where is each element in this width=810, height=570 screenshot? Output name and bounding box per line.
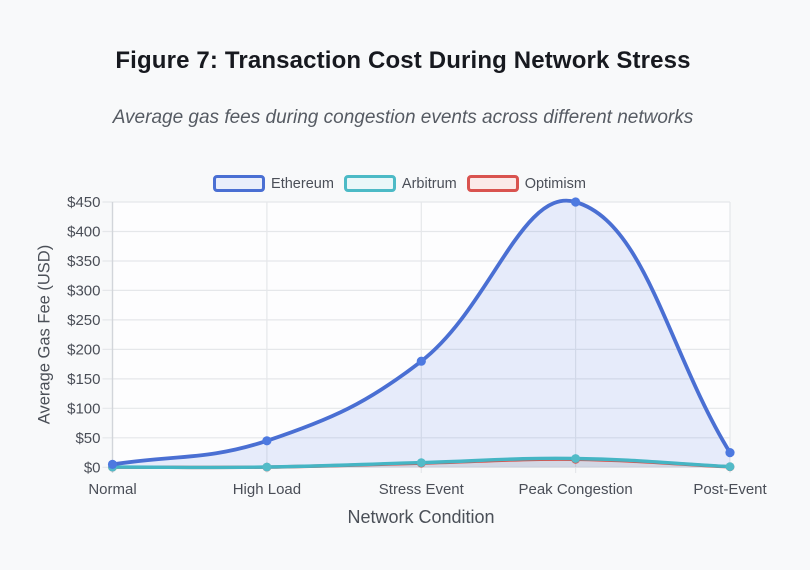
- svg-text:$100: $100: [67, 400, 100, 417]
- svg-text:$50: $50: [75, 430, 100, 447]
- svg-text:$150: $150: [67, 371, 100, 388]
- svg-text:Post-Event: Post-Event: [693, 481, 767, 498]
- svg-text:$200: $200: [67, 341, 100, 358]
- svg-text:$0: $0: [84, 459, 101, 476]
- svg-text:$450: $450: [67, 194, 100, 211]
- svg-text:$350: $350: [67, 253, 100, 270]
- svg-text:Peak Congestion: Peak Congestion: [518, 481, 632, 498]
- svg-text:$400: $400: [67, 224, 100, 241]
- svg-text:$250: $250: [67, 312, 100, 329]
- svg-text:Stress Event: Stress Event: [379, 481, 465, 498]
- svg-text:Normal: Normal: [88, 481, 136, 498]
- svg-text:High Load: High Load: [233, 481, 301, 498]
- svg-text:$300: $300: [67, 282, 100, 299]
